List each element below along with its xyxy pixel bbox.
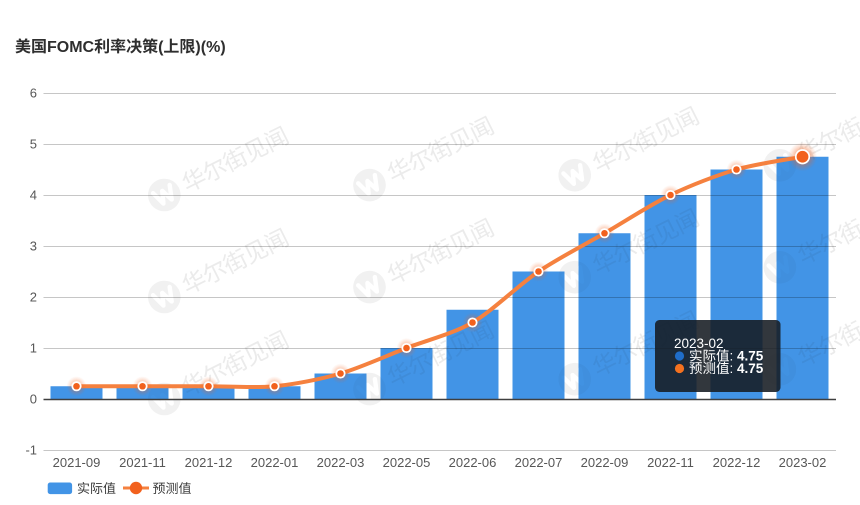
svg-text:5: 5 [30,137,37,152]
svg-text:-1: -1 [25,443,37,458]
svg-text:华尔街见闻: 华尔街见闻 [383,215,498,290]
svg-text:华尔街见闻: 华尔街见闻 [178,225,293,300]
svg-text:2022-11: 2022-11 [647,455,694,470]
svg-text:0: 0 [30,392,37,407]
svg-text:2021-11: 2021-11 [119,455,166,470]
svg-text:华尔街见闻: 华尔街见闻 [588,103,703,178]
svg-text:2022-01: 2022-01 [251,455,299,470]
svg-text:预测值: 4.75: 预测值: 4.75 [689,361,764,376]
svg-text:2022-07: 2022-07 [515,455,563,470]
svg-text:6: 6 [30,86,37,101]
svg-text:4: 4 [30,188,37,203]
svg-text:3: 3 [30,239,37,254]
svg-text:实际值: 实际值 [77,481,116,496]
svg-text:2022-09: 2022-09 [581,455,629,470]
svg-text:2023-02: 2023-02 [779,455,827,470]
svg-text:2022-12: 2022-12 [713,455,761,470]
svg-text:2021-12: 2021-12 [185,455,233,470]
svg-text:实际值: 4.75: 实际值: 4.75 [689,349,764,364]
svg-text:2022-03: 2022-03 [317,455,365,470]
svg-text:华尔街见闻: 华尔街见闻 [383,113,498,188]
svg-text:2: 2 [30,290,37,305]
svg-text:2023-02: 2023-02 [674,336,724,351]
svg-text:预测值: 预测值 [153,481,192,496]
svg-text:2022-05: 2022-05 [383,455,431,470]
svg-text:1: 1 [30,341,37,356]
svg-text:2022-06: 2022-06 [449,455,497,470]
svg-text:2021-09: 2021-09 [53,455,101,470]
svg-text:华尔街见闻: 华尔街见闻 [178,123,293,198]
